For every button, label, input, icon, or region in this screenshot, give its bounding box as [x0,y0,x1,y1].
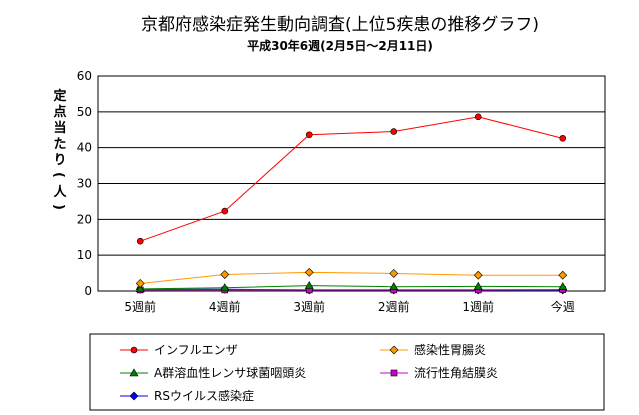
y-tick-label: 30 [77,177,92,191]
x-tick-label: 5週前 [124,299,156,314]
series-2 [135,267,568,288]
data-point [473,281,483,290]
y-tick-label: 50 [77,105,92,119]
data-point [559,135,567,142]
y-axis-label-char: ) [51,204,66,210]
data-point [558,270,568,280]
y-tick-label: 20 [77,212,92,226]
legend-swatch-marker [129,368,139,377]
y-axis-label-char: り [53,153,66,168]
data-point [389,282,399,291]
legend-item: インフルエンザ [120,343,238,357]
y-axis-label-char: 当 [53,120,66,136]
legend-item: 感染性胃腸炎 [380,342,486,357]
legend-box [89,333,605,411]
data-point [135,279,145,288]
legend-item: A群溶血性レンサ球菌咽頭炎 [120,365,306,380]
legend-label: 感染性胃腸炎 [414,342,486,357]
x-tick-label: 今週 [551,299,575,314]
y-tick-label: 40 [77,141,92,155]
legend-item: RSウイルス感染症 [120,388,254,403]
x-tick-label: 3週前 [293,299,325,314]
series-line [140,285,563,290]
legend-swatch-marker [389,345,399,355]
y-tick-label: 0 [84,284,92,298]
legend-label: 流行性角結膜炎 [414,366,498,380]
chart-subtitle: 平成30年6週(2月5日～2月11日) [247,38,433,53]
legend-label: RSウイルス感染症 [154,388,254,403]
legend-label: インフルエンザ [154,343,238,357]
data-point [305,131,313,139]
x-tick-label: 4週前 [209,299,241,314]
y-axis-label-char: 点 [53,104,66,120]
series-layer [135,113,568,295]
data-point [390,128,398,135]
series-line [140,116,563,242]
y-axis-label-char: 人 [53,184,67,200]
x-tick-label: 2週前 [378,299,410,314]
y-axis-ticks: 0 10 20 30 40 50 60 [77,69,92,298]
chart-title: 京都府感染症発生動向調査(上位5疾患の推移グラフ) [141,15,539,35]
y-axis-label-char: ( [51,172,66,178]
legend-swatch-marker [390,369,398,377]
y-axis-label-char: 定 [52,88,66,104]
legend: インフルエンザ 感染性胃腸炎 A群溶血性レンサ球菌咽頭炎 流行性角結膜炎 RSウイルス感… [120,342,498,403]
x-axis-ticks: 5週前 4週前 3週前 2週前 1週前 今週 [124,299,574,314]
data-point [304,267,314,277]
legend-item: 流行性角結膜炎 [380,366,498,380]
grid-lines [98,111,605,256]
y-axis-label-char: た [53,137,66,152]
series-3 [135,281,568,293]
legend-swatch-marker [129,391,139,401]
data-point [221,207,229,215]
data-point [304,281,314,289]
plot-area [97,75,606,292]
data-point [220,283,230,292]
data-point [136,237,144,245]
data-point [389,269,399,278]
series-4 [136,286,567,294]
data-point [474,113,482,121]
series-1 [136,113,567,245]
data-point [558,282,568,291]
y-tick-label: 60 [77,69,92,83]
data-point [135,284,145,293]
legend-swatch-marker [130,346,138,354]
legend-label: A群溶血性レンサ球菌咽頭炎 [154,365,306,380]
x-tick-label: 1週前 [462,299,494,314]
data-point [473,270,483,280]
y-tick-label: 10 [77,248,92,262]
data-point [220,270,230,279]
series-line [140,271,563,284]
